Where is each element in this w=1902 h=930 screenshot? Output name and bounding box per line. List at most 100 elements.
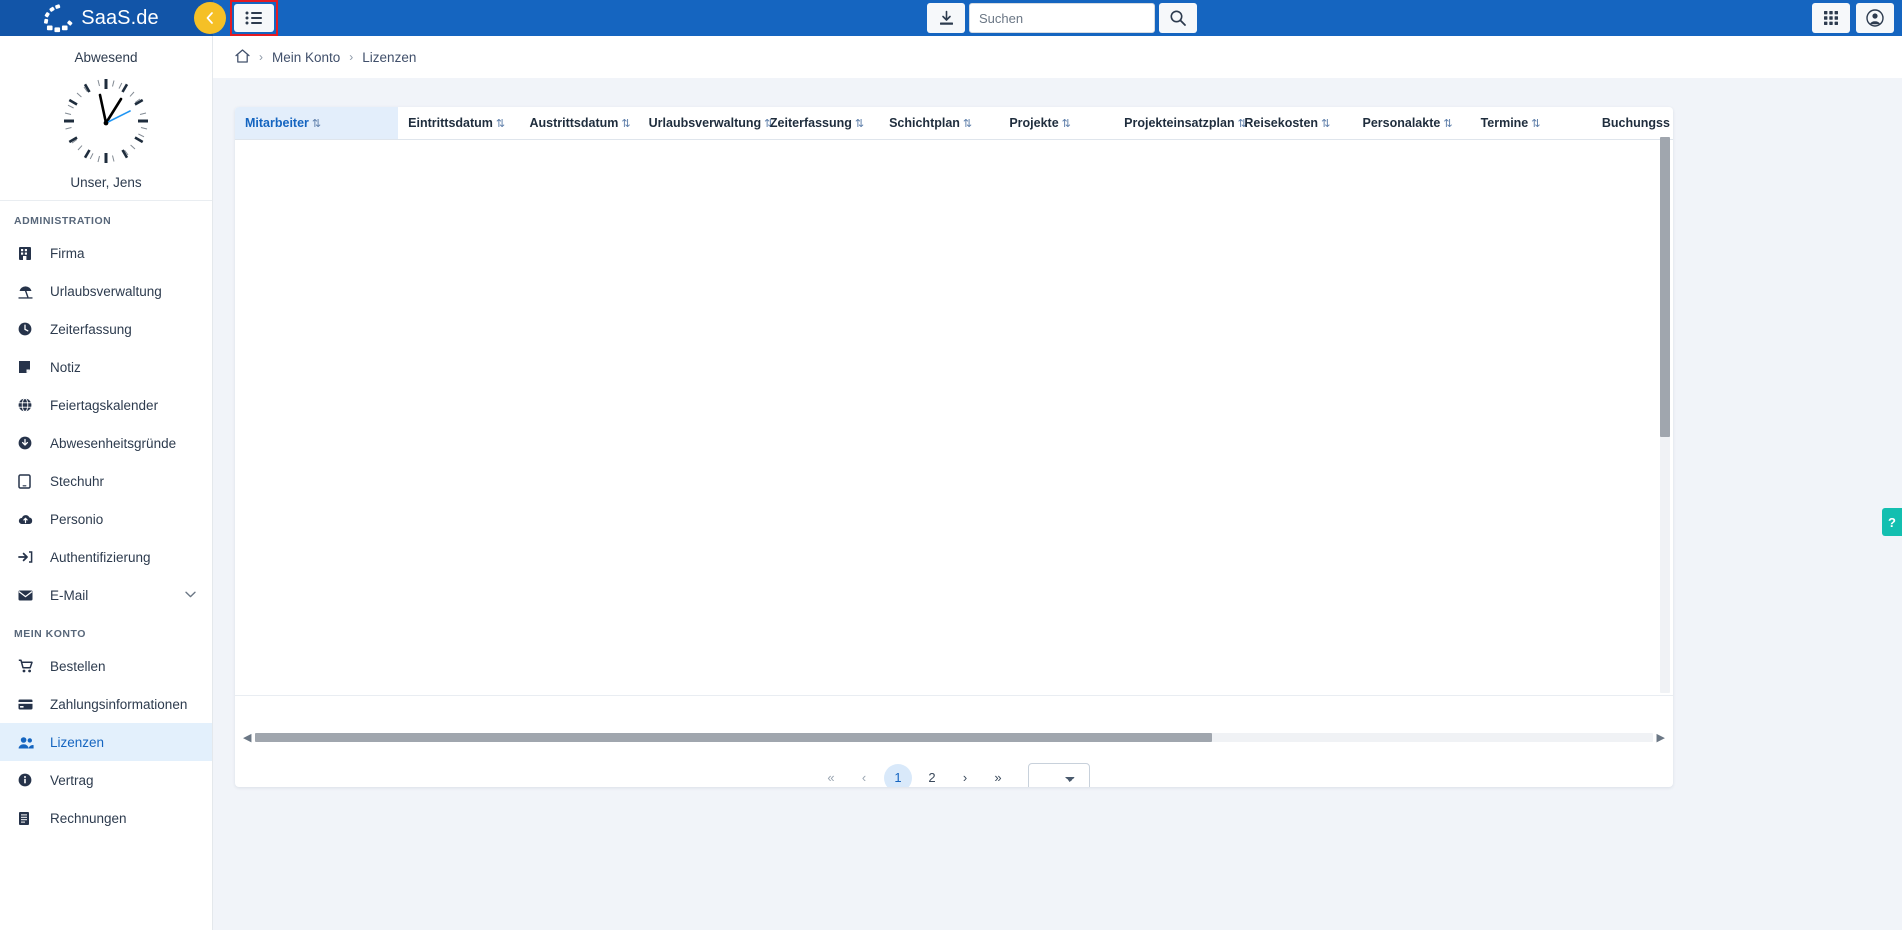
vertical-scrollbar[interactable] — [1660, 137, 1670, 693]
home-icon[interactable] — [235, 48, 250, 66]
sidebar-item-label: Personio — [50, 511, 104, 527]
sort-toggle-icon[interactable]: ⇅ — [621, 118, 631, 130]
sidebar-section-mein-konto: MEIN KONTO — [14, 628, 86, 640]
column-header-label: Projekte — [1009, 116, 1059, 130]
scroll-right-icon[interactable]: ▶ — [1656, 731, 1665, 744]
search-button[interactable] — [1159, 3, 1197, 33]
page-size-select[interactable] — [1028, 762, 1090, 787]
main-content: › Mein Konto › Lizenzen ? ? Mitarbeiter⇅… — [213, 36, 1902, 930]
support-help-tab[interactable]: ? — [1882, 508, 1902, 536]
info-circle-icon — [18, 773, 40, 787]
pagination-first-button[interactable]: « — [818, 765, 844, 788]
sidebar-item-personio[interactable]: Personio — [0, 500, 212, 538]
column-header-urlaubsverwaltung[interactable]: Urlaubsverwaltung ⇅ — [638, 107, 773, 140]
column-header-label: Zeiterfassung — [769, 116, 852, 130]
column-header-label: Schichtplan — [889, 116, 960, 130]
analog-clock-icon — [64, 79, 148, 163]
sidebar-item-firma[interactable]: Firma — [0, 234, 212, 272]
column-header-mitarbeiter[interactable]: Mitarbeiter ⇅ — [235, 107, 399, 140]
pagination-last-button[interactable]: » — [985, 765, 1011, 788]
note-icon — [18, 360, 40, 374]
breadcrumb-item-lizenzen[interactable]: Lizenzen — [362, 49, 417, 65]
sidebar-item-stechuhr[interactable]: Stechuhr — [0, 462, 212, 500]
horizontal-scrollbar[interactable]: ◀ ▶ — [235, 729, 1673, 745]
sort-toggle-icon[interactable]: ⇅ — [962, 118, 973, 130]
breadcrumb-item-mein-konto[interactable]: Mein Konto — [272, 49, 341, 65]
column-header-projekte[interactable]: Projekte ⇅ — [999, 107, 1115, 140]
vertical-scrollbar-thumb[interactable] — [1660, 137, 1670, 437]
breadcrumb: › Mein Konto › Lizenzen — [213, 36, 1902, 78]
pagination-page-1[interactable]: 1 — [884, 763, 912, 787]
sidebar-item-authentifizierung[interactable]: Authentifizierung — [0, 538, 212, 576]
pagination-next-button[interactable]: › — [952, 765, 978, 788]
column-header-label: Buchungss — [1601, 116, 1670, 130]
column-header-termine[interactable]: Termine ⇅ — [1470, 107, 1592, 140]
horizontal-scrollbar-track[interactable] — [255, 732, 1653, 742]
sidebar-collapse-button[interactable] — [194, 2, 226, 34]
users-icon — [18, 736, 40, 749]
table-header-row: Mitarbeiter ⇅ Eintrittsdatum ⇅ Austrittsdatu… — [235, 107, 1673, 140]
pagination-page-2[interactable]: 2 — [919, 765, 945, 788]
sidebar-item-urlaubsverwaltung[interactable]: Urlaubsverwaltung — [0, 272, 212, 310]
sidebar-item-label: Rechnungen — [50, 810, 127, 826]
sort-toggle-icon[interactable]: ⇅ — [311, 118, 322, 130]
column-header-personalakte[interactable]: Personalakte ⇅ — [1352, 107, 1471, 140]
sort-toggle-icon[interactable]: ⇅ — [1061, 118, 1071, 130]
column-header-reisekosten[interactable]: Reisekosten ⇅ — [1234, 107, 1353, 140]
sort-toggle-icon[interactable]: ⇅ — [495, 118, 506, 130]
topbar-right-actions — [1812, 3, 1894, 33]
sort-toggle-icon[interactable]: ⇅ — [854, 118, 865, 130]
envelope-icon — [18, 590, 40, 601]
column-header-austrittsdatum[interactable]: Austrittsdatum ⇅ — [519, 107, 639, 140]
sort-toggle-icon[interactable]: ⇅ — [1531, 118, 1541, 130]
column-header-label: Eintrittsdatum — [408, 116, 493, 130]
breadcrumb-separator: › — [259, 50, 263, 64]
sidebar-item-feiertagskalender[interactable]: Feiertagskalender — [0, 386, 212, 424]
user-account-button[interactable] — [1856, 3, 1894, 33]
chevron-down-icon[interactable] — [185, 589, 196, 601]
sidebar-item-email[interactable]: E-Mail — [0, 576, 212, 614]
sidebar-item-notiz[interactable]: Notiz — [0, 348, 212, 386]
sidebar-item-label: Bestellen — [50, 658, 106, 674]
pagination-prev-button[interactable]: ‹ — [851, 765, 877, 788]
sidebar-item-lizenzen[interactable]: Lizenzen — [0, 723, 212, 761]
chevron-left-icon — [206, 12, 213, 24]
sidebar-item-rechnungen[interactable]: Rechnungen — [0, 799, 212, 837]
search-input[interactable] — [969, 3, 1155, 33]
sign-in-icon — [18, 550, 40, 564]
sidebar-item-zahlungsinformationen[interactable]: Zahlungsinformationen — [0, 685, 212, 723]
sort-toggle-icon[interactable]: ⇅ — [1237, 118, 1247, 130]
column-header-label: Personalakte — [1362, 116, 1441, 130]
sidebar-item-bestellen[interactable]: Bestellen — [0, 647, 212, 685]
breadcrumb-separator: › — [349, 50, 354, 64]
apps-grid-button[interactable] — [1812, 3, 1850, 33]
horizontal-scrollbar-thumb[interactable] — [255, 732, 1213, 742]
sort-toggle-icon[interactable]: ⇅ — [1321, 118, 1331, 130]
column-header-buchungss[interactable]: Buchungss — [1591, 107, 1673, 140]
sidebar-item-label: Authentifizierung — [50, 549, 151, 565]
sort-toggle-icon[interactable]: ⇅ — [1443, 118, 1453, 130]
sort-toggle-icon[interactable]: ⇅ — [764, 118, 774, 130]
column-header-schichtplan[interactable]: Schichtplan ⇅ — [879, 107, 1000, 140]
pagination: « ‹ 1 2 › » — [235, 750, 1673, 787]
scroll-left-icon[interactable]: ◀ — [243, 731, 252, 744]
top-bar: SaaS.de — [0, 0, 1902, 36]
grid-apps-icon — [1824, 11, 1838, 25]
sidebar-section-administration: ADMINISTRATION — [14, 215, 112, 227]
download-button[interactable] — [927, 3, 965, 33]
search-cluster — [927, 3, 1197, 33]
sidebar-profile: Abwesend — [0, 36, 212, 201]
column-header-label: Reisekosten — [1244, 116, 1319, 130]
sidebar-item-zeiterfassung[interactable]: Zeiterfassung — [0, 310, 212, 348]
column-header-eintrittsdatum[interactable]: Eintrittsdatum ⇅ — [398, 107, 520, 140]
column-header-projekteinsatzplan[interactable]: Projekteinsatzplan ⇅ — [1114, 107, 1247, 140]
saas-logo-icon — [44, 4, 73, 33]
list-menu-button[interactable] — [234, 4, 274, 32]
sidebar-item-vertrag[interactable]: Vertrag — [0, 761, 212, 799]
column-header-zeiterfassung[interactable]: Zeiterfassung ⇅ — [759, 107, 880, 140]
sidebar-item-label: Vertrag — [50, 772, 94, 788]
sidebar-item-abwesenheitsgruende[interactable]: Abwesenheitsgründe — [0, 424, 212, 462]
download-icon — [939, 10, 953, 25]
sidebar-item-label: E-Mail — [50, 587, 89, 603]
brand-logo-wrap[interactable]: SaaS.de — [42, 3, 159, 33]
